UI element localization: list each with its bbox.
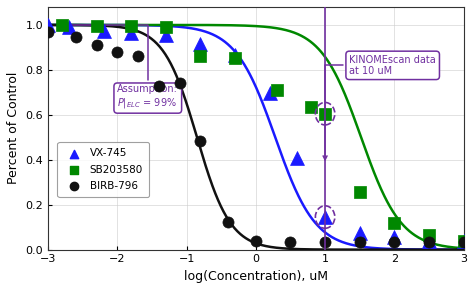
Point: [287, 240, 294, 244]
Point: [460, 238, 467, 243]
Point: [425, 240, 433, 244]
Point: [356, 190, 364, 195]
Text: Assumption:
$P|_{ELC}$ = 99%: Assumption: $P|_{ELC}$ = 99%: [63, 23, 178, 110]
Point: [391, 220, 398, 225]
Point: [58, 23, 66, 27]
Y-axis label: Percent of Control: Percent of Control: [7, 72, 20, 184]
Point: [252, 239, 260, 243]
Point: [45, 29, 52, 34]
Point: [356, 231, 364, 235]
Legend: VX-745, SB203580, BIRB-796: VX-745, SB203580, BIRB-796: [57, 142, 149, 197]
Point: [391, 235, 398, 240]
Text: KINOMEscan data
at 10 uM: KINOMEscan data at 10 uM: [323, 55, 436, 160]
Point: [65, 25, 73, 30]
Point: [293, 155, 301, 160]
Point: [273, 88, 281, 93]
Point: [460, 240, 467, 244]
Point: [176, 81, 183, 86]
Point: [231, 55, 239, 60]
Point: [93, 24, 100, 28]
Point: [155, 83, 163, 88]
Point: [134, 54, 142, 59]
Point: [100, 28, 107, 33]
Point: [197, 42, 204, 46]
Point: [162, 25, 170, 30]
Point: [356, 240, 364, 244]
Point: [266, 91, 273, 96]
Point: [321, 215, 329, 219]
Point: [45, 23, 52, 27]
Point: [231, 53, 239, 58]
Point: [321, 240, 329, 244]
Point: [197, 138, 204, 143]
Point: [114, 50, 121, 54]
Point: [321, 111, 329, 116]
Point: [93, 43, 100, 48]
Point: [308, 105, 315, 109]
Point: [460, 238, 467, 243]
Point: [391, 240, 398, 244]
Point: [197, 54, 204, 59]
Point: [128, 30, 135, 35]
Point: [162, 33, 170, 37]
Point: [224, 219, 232, 224]
Point: [128, 24, 135, 28]
Point: [425, 238, 433, 243]
Point: [72, 35, 80, 40]
X-axis label: log(Concentration), uM: log(Concentration), uM: [184, 270, 328, 283]
Point: [425, 233, 433, 237]
